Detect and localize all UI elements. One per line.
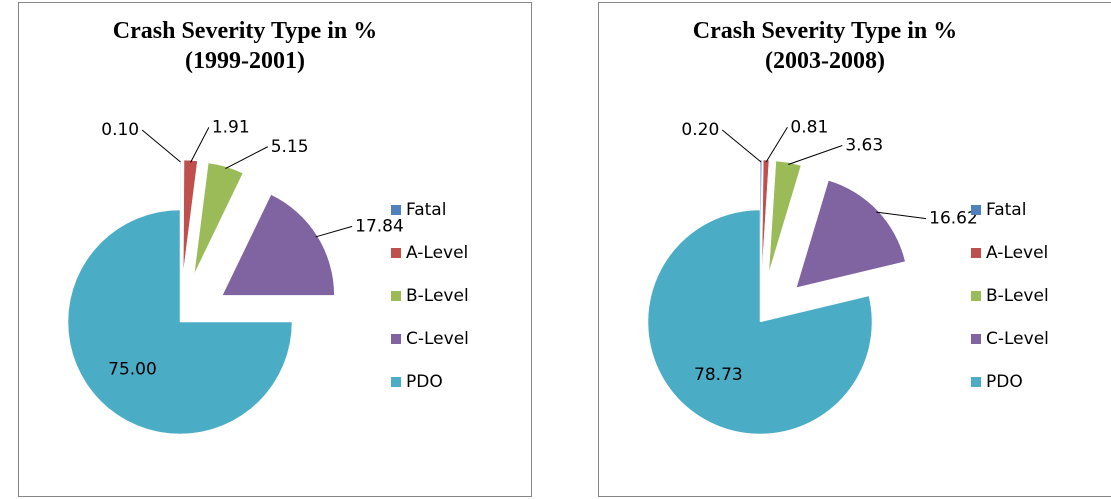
legend-label: B-Level [406, 286, 469, 306]
leader-line [141, 129, 181, 163]
data-label: 0.10 [101, 120, 139, 140]
legend-label: Fatal [986, 200, 1026, 220]
pie-slice [179, 159, 182, 273]
legend-swatch [391, 377, 401, 387]
pie-chart: Crash Severity Type in % (1999-2001) 0.10 1… [18, 2, 532, 497]
pie-chart: Crash Severity Type in % (2003-2008) 0.20 0… [598, 2, 1111, 497]
pie-slice [768, 160, 802, 273]
legend-label: PDO [986, 372, 1023, 392]
data-label: 16.62 [929, 209, 978, 229]
data-label: 3.63 [845, 135, 883, 155]
chart-title: Crash Severity Type in % [693, 18, 957, 44]
pie-slice [67, 209, 293, 435]
data-label: 17.84 [355, 216, 404, 236]
leader-line [788, 145, 843, 165]
legend-label: Fatal [406, 200, 446, 220]
data-label: 1.91 [212, 117, 250, 137]
legend-swatch [971, 291, 981, 301]
leader-line [190, 127, 210, 163]
pie-slice [193, 162, 244, 275]
legend-swatch [391, 291, 401, 301]
chart-subtitle: (1999-2001) [185, 48, 305, 74]
pie-slice [221, 194, 335, 296]
data-label: 0.81 [790, 117, 828, 137]
legend-swatch [391, 334, 401, 344]
legend-label: A-Level [406, 243, 468, 263]
legend-swatch [971, 334, 981, 344]
legend-swatch [391, 205, 401, 215]
legend-label: C-Level [986, 329, 1049, 349]
data-label: 0.20 [681, 120, 719, 140]
pie-slice [761, 159, 770, 273]
data-label: 78.73 [694, 365, 743, 385]
leader-line [765, 127, 788, 163]
pie-slice [760, 159, 762, 273]
leader-line [315, 225, 353, 238]
leader-line [225, 146, 268, 170]
legend-swatch [391, 248, 401, 258]
pie-slice [795, 180, 906, 289]
legend-label: B-Level [986, 286, 1049, 306]
legend-label: A-Level [986, 243, 1048, 263]
data-label: 5.15 [271, 137, 309, 157]
pie-slice [647, 209, 873, 435]
legend-swatch [971, 377, 981, 387]
leader-line [721, 129, 762, 163]
legend-label: PDO [406, 372, 443, 392]
leader-line [876, 211, 927, 220]
data-label: 75.00 [108, 360, 157, 380]
legend-swatch [971, 248, 981, 258]
chart-title: Crash Severity Type in % [113, 18, 377, 44]
legend-swatch [971, 205, 981, 215]
chart-subtitle: (2003-2008) [765, 48, 885, 74]
pie-slice [183, 159, 198, 273]
legend-label: C-Level [406, 329, 469, 349]
